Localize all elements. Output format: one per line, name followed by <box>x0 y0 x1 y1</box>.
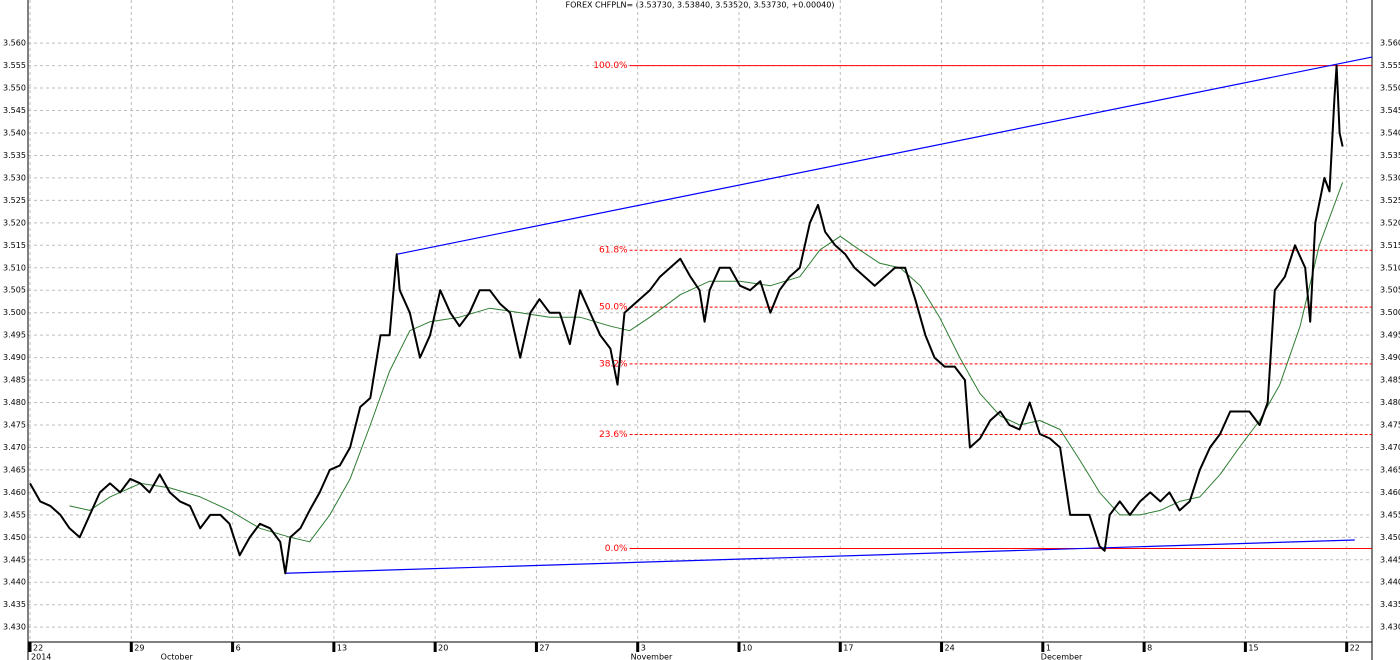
y-tick-label: 3.540 <box>3 128 26 137</box>
x-tick-label: 8 <box>1147 644 1152 653</box>
y-tick-label-right: 3.480 <box>1380 398 1400 407</box>
x-tick-label: 3 <box>641 644 646 653</box>
y-tick-label-right: 3.515 <box>1380 241 1400 250</box>
y-tick-label-right: 3.440 <box>1380 578 1400 587</box>
fib-label: 50.0% <box>599 303 628 313</box>
y-tick-label-right: 3.485 <box>1380 376 1400 385</box>
x-tick-label: 6 <box>236 644 241 653</box>
y-tick-label-right: 3.555 <box>1380 61 1400 70</box>
trendline <box>396 56 1373 255</box>
y-tick-label: 3.465 <box>3 465 26 474</box>
month-label: October <box>161 653 194 660</box>
y-tick-label-right: 3.505 <box>1380 286 1400 295</box>
y-tick-label: 3.470 <box>3 443 26 452</box>
y-tick-label: 3.485 <box>3 376 26 385</box>
fib-label: 100.0% <box>593 61 628 71</box>
y-tick-label-right: 3.550 <box>1380 84 1400 93</box>
y-tick-label: 3.495 <box>3 331 26 340</box>
x-tick-label: 20 <box>438 644 448 653</box>
y-tick-label-right: 3.450 <box>1380 533 1400 542</box>
y-tick-label-right: 3.430 <box>1380 623 1400 632</box>
y-tick-label: 3.535 <box>3 151 26 160</box>
y-tick-label-right: 3.490 <box>1380 353 1400 362</box>
chart-title: FOREX CHFPLN= (3.53730, 3.53840, 3.53520… <box>566 1 835 10</box>
y-tick-label-right: 3.530 <box>1380 173 1400 182</box>
x-tick-label: 10 <box>742 644 752 653</box>
month-label: November <box>631 653 673 660</box>
y-tick-label-right: 3.445 <box>1380 555 1400 564</box>
fib-label: 61.8% <box>599 246 628 256</box>
x-tick-label: 22 <box>1350 644 1360 653</box>
y-tick-label-right: 3.495 <box>1380 331 1400 340</box>
fib-label: 23.6% <box>599 430 628 440</box>
y-tick-label-right: 3.465 <box>1380 465 1400 474</box>
y-tick-label-right: 3.545 <box>1380 106 1400 115</box>
y-tick-label: 3.530 <box>3 173 26 182</box>
y-tick-label: 3.515 <box>3 241 26 250</box>
y-tick-label-right: 3.520 <box>1380 218 1400 227</box>
price-line <box>29 64 1344 575</box>
y-tick-label-right: 3.470 <box>1380 443 1400 452</box>
y-tick-label: 3.445 <box>3 555 26 564</box>
x-tick-label: 29 <box>134 644 144 653</box>
y-tick-label: 3.480 <box>3 398 26 407</box>
y-tick-label: 3.500 <box>3 308 26 317</box>
y-tick-label-right: 3.535 <box>1380 151 1400 160</box>
y-tick-label: 3.520 <box>3 218 26 227</box>
y-tick-label: 3.460 <box>3 488 26 497</box>
x-tick-label: 1 <box>1046 644 1051 653</box>
y-tick-label: 3.455 <box>3 510 26 519</box>
x-tick-label: 22 <box>33 644 43 653</box>
y-tick-label: 3.490 <box>3 353 26 362</box>
y-tick-label: 3.550 <box>3 84 26 93</box>
y-tick-label-right: 3.455 <box>1380 510 1400 519</box>
y-tick-label: 3.510 <box>3 263 26 272</box>
trendline <box>285 539 1355 574</box>
y-tick-label: 3.505 <box>3 286 26 295</box>
y-tick-label-right: 3.500 <box>1380 308 1400 317</box>
x-tick-label: 17 <box>843 644 853 653</box>
y-tick-label: 3.525 <box>3 196 26 205</box>
y-tick-label-right: 3.510 <box>1380 263 1400 272</box>
y-tick-label: 3.555 <box>3 61 26 70</box>
y-tick-label: 3.435 <box>3 600 26 609</box>
y-tick-label-right: 3.540 <box>1380 128 1400 137</box>
month-label: 2014 <box>31 653 51 660</box>
fib-label: 0.0% <box>605 544 628 554</box>
x-tick-label: 13 <box>337 644 347 653</box>
y-tick-label: 3.545 <box>3 106 26 115</box>
y-tick-label-right: 3.475 <box>1380 421 1400 430</box>
x-tick-label: 27 <box>539 644 549 653</box>
month-label: December <box>1041 653 1083 660</box>
y-tick-label-right: 3.560 <box>1380 39 1400 48</box>
y-tick-label: 3.440 <box>3 578 26 587</box>
y-tick-label-right: 3.525 <box>1380 196 1400 205</box>
y-tick-label: 3.450 <box>3 533 26 542</box>
y-tick-label: 3.475 <box>3 421 26 430</box>
x-tick-label: 15 <box>1248 644 1258 653</box>
x-tick-label: 24 <box>945 644 955 653</box>
y-tick-label-right: 3.460 <box>1380 488 1400 497</box>
y-tick-label-right: 3.435 <box>1380 600 1400 609</box>
y-tick-label: 3.560 <box>3 39 26 48</box>
y-tick-label: 3.430 <box>3 623 26 632</box>
